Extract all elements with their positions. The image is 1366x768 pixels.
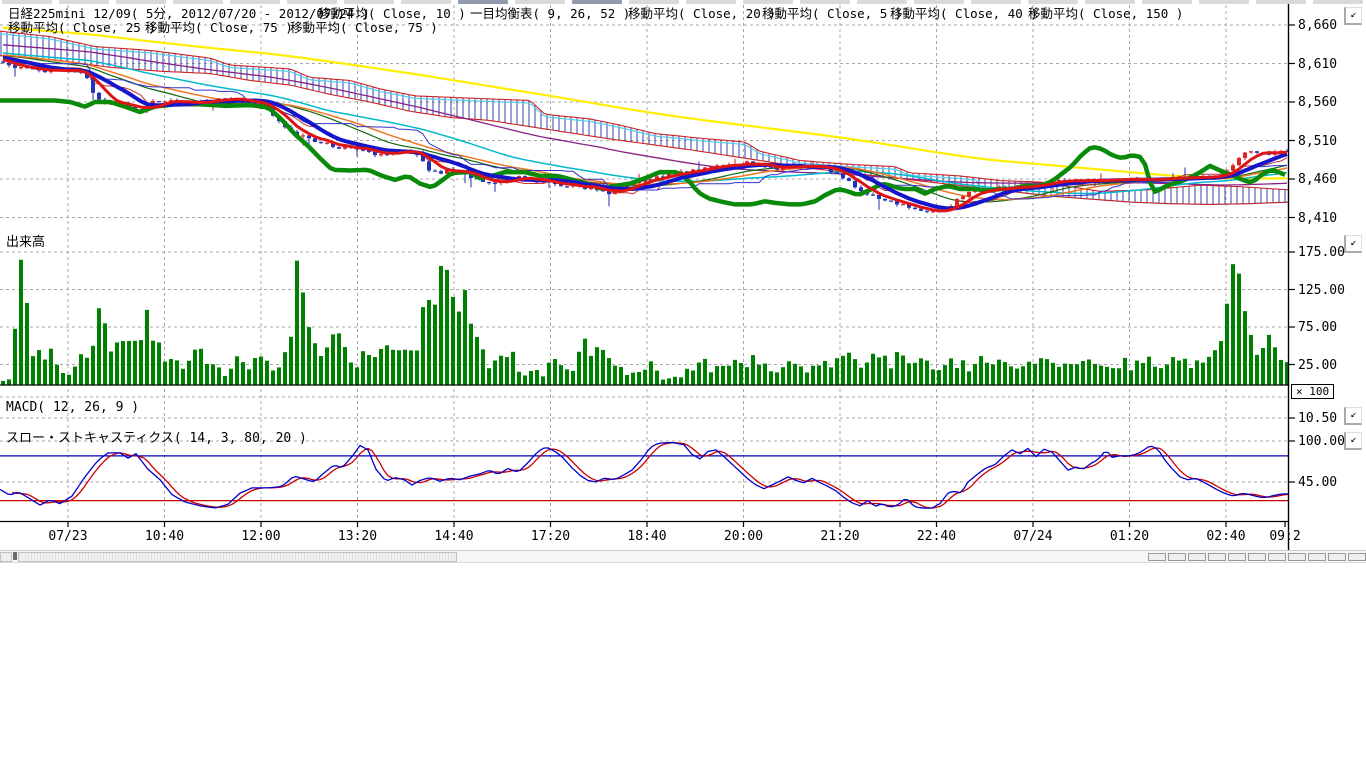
stoch-tick-label: 45.00 (1298, 475, 1337, 490)
scrollbar-segment[interactable] (1188, 553, 1206, 561)
time-tick-label: 02:40 (1206, 529, 1245, 544)
legend-ma75b: 移動平均( Close, 75 ) (290, 21, 438, 34)
resize-arrow-icon: ↙ (1350, 9, 1356, 20)
stoch-tick-label: 100.00 (1298, 434, 1345, 449)
legend-ma40: 移動平均( Close, 40 ) (890, 7, 1038, 20)
scrollbar-segment[interactable] (1348, 553, 1366, 561)
volume-tick-label: 25.00 (1298, 358, 1337, 373)
volume-tick-label: 125.00 (1298, 283, 1345, 298)
time-tick-label: 09:2 (1269, 529, 1300, 544)
legend-ma150: 移動平均( Close, 150 ) (1028, 7, 1183, 20)
macd-tick-label: 10.50 (1298, 411, 1337, 426)
volume-panel (1, 260, 1289, 385)
time-tick-label: 01:20 (1110, 529, 1149, 544)
price-panel-resize-button[interactable]: ↙ (1344, 7, 1362, 25)
scrollbar-segment[interactable] (1248, 553, 1266, 561)
price-tick-label: 8,510 (1298, 134, 1337, 149)
macd-panel-label: MACD( 12, 26, 9 ) (6, 400, 139, 415)
macd-panel-resize-button[interactable]: ↙ (1344, 407, 1362, 425)
volume-panel-resize-button[interactable]: ↙ (1344, 235, 1362, 253)
price-tick-label: 8,410 (1298, 211, 1337, 226)
scrollbar-grip[interactable] (13, 552, 17, 560)
indicator-legend: 日経225mini 12/09( 5分, 2012/07/20 - 2012/0… (0, 0, 1366, 40)
resize-arrow-icon: ↙ (1350, 237, 1356, 248)
resize-arrow-icon: ↙ (1350, 434, 1356, 445)
scrollbar-segment[interactable] (1268, 553, 1286, 561)
legend-ma5: 移動平均( Close, 5 ) (762, 7, 902, 20)
time-tick-label: 10:40 (145, 529, 184, 544)
scrollbar-segment[interactable] (1168, 553, 1186, 561)
scrollbar-segment[interactable] (1288, 553, 1306, 561)
scrollbar-segment[interactable] (1148, 553, 1166, 561)
stoch-panel-resize-button[interactable]: ↙ (1344, 432, 1362, 450)
legend-ma20: 移動平均( Close, 20 ) (628, 7, 776, 20)
legend-ma75: 移動平均( Close, 75 ) (145, 21, 293, 34)
legend-ma10: 移動平均( Close, 10 ) (318, 7, 466, 20)
stochastics-panel (0, 443, 1288, 509)
scrollbar-segment[interactable] (1308, 553, 1326, 561)
scrollbar-segment[interactable] (1228, 553, 1246, 561)
time-tick-label: 12:00 (241, 529, 280, 544)
price-tick-label: 8,610 (1298, 57, 1337, 72)
volume-panel-label: 出来高 (6, 231, 45, 250)
time-tick-label: 22:40 (917, 529, 956, 544)
volume-tick-label: 75.00 (1298, 320, 1337, 335)
volume-tick-label: 175.00 (1298, 245, 1345, 260)
stoch-panel-label: スロー・ストキャスティクス( 14, 3, 80, 20 ) (6, 427, 307, 446)
scrollbar-left-button[interactable] (0, 552, 12, 562)
price-tick-label: 8,460 (1298, 172, 1337, 187)
time-tick-label: 17:20 (531, 529, 570, 544)
chart-canvas[interactable] (0, 0, 1366, 562)
legend-ma25: 移動平均( Close, 25 ) (8, 21, 156, 34)
scrollbar-segment[interactable] (1208, 553, 1226, 561)
volume-multiplier-badge: × 100 (1291, 384, 1334, 399)
horizontal-scrollbar[interactable] (0, 550, 1366, 563)
time-tick-label: 21:20 (820, 529, 859, 544)
time-tick-label: 07/23 (48, 529, 87, 544)
time-tick-label: 18:40 (627, 529, 666, 544)
time-tick-label: 14:40 (434, 529, 473, 544)
resize-arrow-icon: ↙ (1350, 409, 1356, 420)
time-tick-label: 20:00 (724, 529, 763, 544)
chart-title: 日経225mini 12/09( 5分, 2012/07/20 - 2012/0… (8, 7, 369, 20)
time-tick-label: 13:20 (338, 529, 377, 544)
price-tick-label: 8,560 (1298, 95, 1337, 110)
scrollbar-segment[interactable] (1328, 553, 1346, 561)
price-panel (0, 28, 1289, 214)
legend-ichimoku: 一目均衡表( 9, 26, 52 ) (470, 7, 630, 20)
time-tick-label: 07/24 (1013, 529, 1052, 544)
scrollbar-thumb[interactable] (18, 552, 457, 562)
chart-application-window: 日経225mini 12/09( 5分, 2012/07/20 - 2012/0… (0, 0, 1366, 768)
